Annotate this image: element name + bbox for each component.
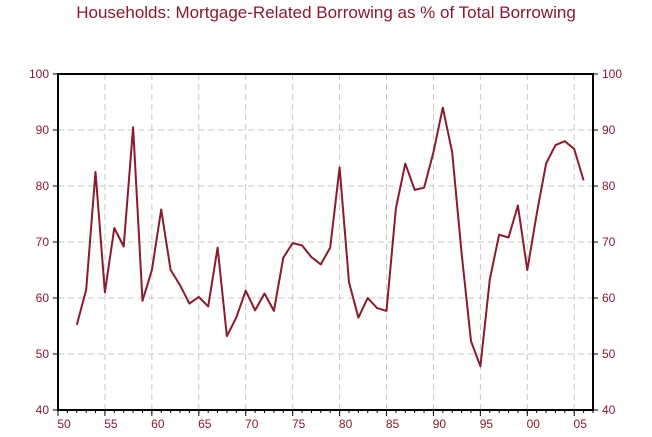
x-tick-label: 05 (574, 417, 588, 431)
x-tick-label: 80 (339, 417, 353, 431)
x-tick-label: 65 (198, 417, 212, 431)
gridlines (58, 74, 593, 410)
x-tick-label: 00 (527, 417, 541, 431)
x-tick-label: 95 (480, 417, 494, 431)
y-tick-label-right: 80 (602, 179, 616, 193)
x-tick-label: 50 (57, 417, 71, 431)
y-tick-label-right: 40 (602, 403, 616, 417)
y-tick-label-right: 90 (602, 123, 616, 137)
series-line (75, 106, 585, 368)
axis-ticks (53, 73, 598, 416)
y-tick-label-right: 60 (602, 291, 616, 305)
y-tick-label-right: 100 (602, 67, 622, 81)
y-tick-label-left: 100 (29, 67, 49, 81)
y-tick-label-left: 90 (36, 123, 50, 137)
y-tick-label-right: 70 (602, 235, 616, 249)
x-tick-label: 60 (151, 417, 165, 431)
y-tick-label-left: 70 (36, 235, 50, 249)
y-tick-label-left: 40 (36, 403, 50, 417)
y-tick-label-left: 80 (36, 179, 50, 193)
y-tick-label-right: 50 (602, 347, 616, 361)
chart-title: Households: Mortgage-Related Borrowing a… (76, 3, 576, 22)
y-tick-label-left: 50 (36, 347, 50, 361)
x-tick-label: 85 (386, 417, 400, 431)
axis-labels: 40 40 50 50 60 60 70 70 80 80 90 90 100 100 50 55 60 65 70… (29, 67, 622, 431)
x-tick-label: 90 (433, 417, 447, 431)
x-tick-label: 75 (292, 417, 306, 431)
y-tick-label-left: 60 (36, 291, 50, 305)
x-tick-label: 55 (104, 417, 118, 431)
x-tick-label: 70 (245, 417, 259, 431)
